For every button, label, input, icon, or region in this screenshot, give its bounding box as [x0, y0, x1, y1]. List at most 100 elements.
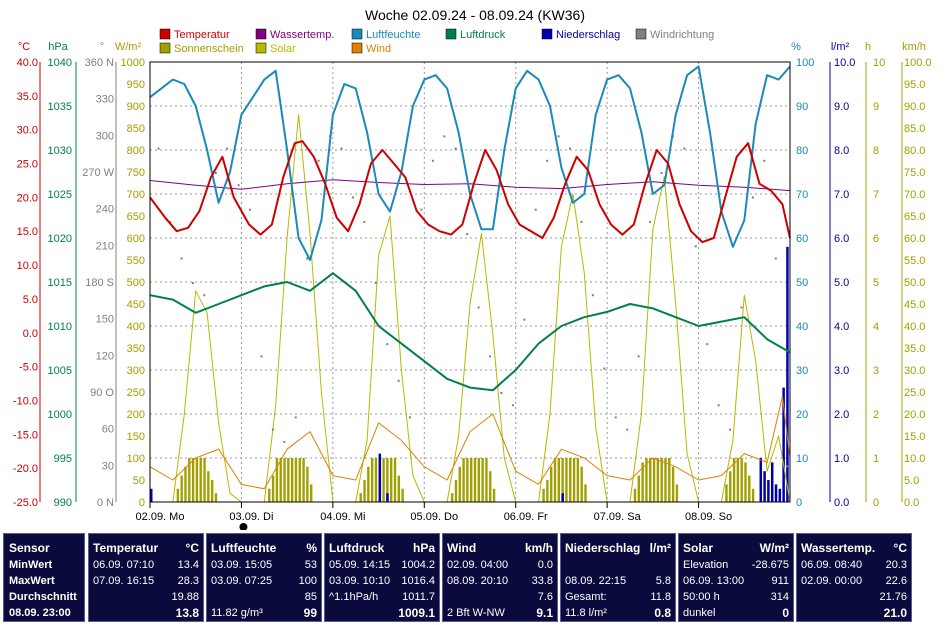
stat-value: 19.88 — [171, 591, 199, 603]
legend-label: Luftfeuchte — [366, 29, 420, 41]
tick-label-solar: 350 — [127, 343, 145, 355]
bar-sonnenschein — [675, 484, 679, 502]
tick-label-solar: 800 — [127, 145, 145, 157]
tick-label-pressure: 1035 — [48, 101, 72, 113]
bar-sonnenschein — [633, 488, 637, 502]
stat-panel-rain: Niederschlag l/m² 08.09. 22:15 5.8 Gesamt: 11… — [560, 533, 676, 622]
panel-title: Luftdruck — [329, 541, 385, 555]
tick-label-sunhours: 1 — [873, 453, 879, 465]
axis-unit-rain: l/m² — [831, 41, 850, 53]
tick-label-sunhours: 6 — [873, 233, 879, 245]
current-value: 21.0 — [883, 606, 907, 620]
point-windrichtung — [226, 147, 229, 150]
tick-label-winddir: 180 S — [85, 277, 114, 289]
point-windrichtung — [283, 440, 286, 443]
bar-sonnenschein — [401, 488, 404, 502]
bar-sonnenschein — [740, 458, 743, 502]
bar-sonnenschein — [481, 458, 484, 502]
tick-label-wind: 40.0 — [904, 321, 925, 333]
stat-value: 1016.4 — [401, 575, 435, 587]
tick-label-wind: 95.0 — [904, 79, 925, 91]
bar-sonnenschein — [748, 475, 751, 502]
tick-label-winddir: 330 — [96, 94, 114, 106]
bar-sonnenschein — [214, 493, 218, 502]
current-label: dunkel — [683, 607, 716, 619]
tick-label-solar: 1000 — [121, 57, 145, 69]
line-temperatur — [149, 140, 791, 244]
bar-sonnenschein — [637, 475, 641, 502]
moon-phase-icon — [239, 523, 248, 530]
current-time: 08.09. 23:00 — [9, 607, 71, 619]
legend-swatch — [159, 42, 171, 54]
bar-sonnenschein — [569, 458, 572, 502]
legend-swatch — [159, 28, 171, 40]
panel-title: Temperatur — [93, 541, 159, 555]
tick-label-winddir: 240 — [96, 204, 114, 216]
bar-sonnenschein — [732, 458, 736, 502]
day-label: 02.09. Mo — [136, 511, 185, 523]
tick-label-temp: -10.0 — [13, 395, 38, 407]
stat-value: 5.8 — [655, 575, 671, 587]
panel-unit: l/m² — [649, 541, 671, 555]
bar-sonnenschein — [279, 458, 282, 502]
legend: Temperatur Wassertemp. Luftfeuchte Luftdruc… — [159, 28, 714, 55]
bar-sonnenschein — [565, 458, 568, 502]
point-windrichtung — [694, 245, 697, 248]
chart-title: Woche 02.09.24 - 08.09.24 (KW36) — [365, 7, 585, 23]
bar-sonnenschein — [470, 458, 473, 502]
bar-niederschlag — [561, 493, 564, 502]
panel-title: Luftfeuchte — [211, 541, 277, 555]
tick-label-wind: 15.0 — [904, 431, 925, 443]
tick-label-pressure: 1030 — [48, 145, 72, 157]
current-value: 13.8 — [175, 606, 199, 620]
sensor-panel: Sensor MinWert MaxWert Durchschnitt 08.0… — [3, 533, 85, 622]
tick-label-rain: 5.0 — [834, 277, 849, 289]
bar-niederschlag — [786, 246, 789, 502]
tick-label-rain: 7.0 — [834, 189, 849, 201]
bar-sonnenschein — [576, 458, 580, 502]
bar-sonnenschein — [572, 458, 576, 502]
bar-sonnenschein — [454, 480, 458, 502]
tick-label-solar: 100 — [127, 453, 145, 465]
tick-label-humidity: 40 — [796, 321, 808, 333]
point-windrichtung — [523, 318, 526, 321]
tick-label-temp: 20.0 — [17, 192, 38, 204]
point-windrichtung — [603, 367, 606, 370]
tick-label-temp: 0.0 — [23, 328, 38, 340]
point-windrichtung — [614, 416, 617, 419]
stat-panel-press: Luftdruck hPa 05.09. 14:15 1004.2 03.09. 10:… — [324, 533, 440, 622]
tick-label-temp: 5.0 — [23, 294, 38, 306]
bar-sonnenschein — [557, 458, 561, 502]
legend-swatch — [541, 28, 553, 40]
point-windrichtung — [569, 147, 572, 150]
stat-panel-hum: Luftfeuchte% 03.09. 15:05 53 03.09. 07:25 10… — [206, 533, 322, 622]
point-windrichtung — [477, 306, 480, 309]
tick-label-wind: 0.0 — [904, 497, 919, 509]
bar-niederschlag — [767, 480, 770, 502]
point-windrichtung — [374, 282, 377, 284]
tick-label-solar: 700 — [127, 189, 145, 201]
stat-label: 02.09. 04:00 — [447, 559, 509, 571]
point-windrichtung — [351, 196, 354, 199]
point-windrichtung — [317, 159, 320, 162]
current-label: 11.8 l/m² — [565, 607, 607, 619]
tick-label-humidity: 80 — [796, 145, 808, 157]
legend-swatch — [445, 28, 457, 40]
point-windrichtung — [443, 135, 446, 138]
panel-title: Wind — [447, 541, 477, 555]
bar-sonnenschein — [580, 466, 583, 502]
bar-sonnenschein — [188, 458, 191, 502]
bar-niederschlag — [770, 462, 774, 502]
axis-unit-sunhours: h — [865, 41, 871, 53]
current-label: 11.82 g/m³ — [211, 607, 263, 619]
point-windrichtung — [363, 220, 366, 223]
bar-niederschlag — [759, 458, 763, 502]
bar-sonnenschein — [652, 458, 656, 502]
axes: 40.035.030.025.020.015.010.05.00.0-5.0-1… — [13, 41, 932, 530]
point-windrichtung — [386, 343, 389, 346]
row-label-avg: Durchschnitt — [9, 591, 77, 603]
tick-label-sunhours: 9 — [873, 101, 879, 113]
tick-label-solar: 0 — [139, 497, 145, 509]
tick-label-pressure: 1005 — [48, 365, 72, 377]
tick-label-solar: 750 — [127, 167, 145, 179]
